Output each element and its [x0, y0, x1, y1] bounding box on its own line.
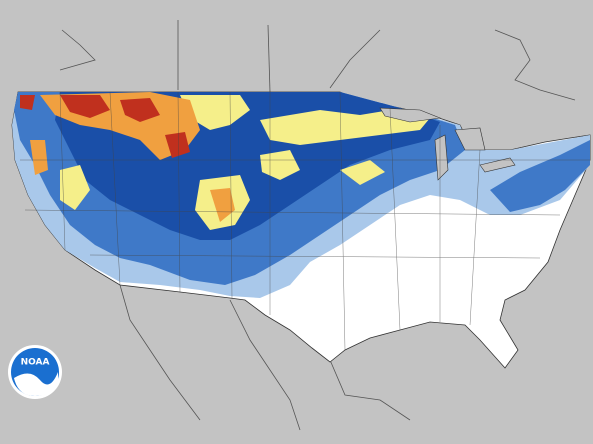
noaa-logo: NOAA — [8, 345, 62, 399]
neighbor-borders — [59, 20, 576, 431]
logo-text: NOAA — [21, 358, 50, 368]
great-lakes — [379, 107, 516, 181]
logo-bird — [14, 372, 58, 396]
state-lines — [20, 91, 590, 351]
snow-red — [20, 95, 190, 158]
snow-medium-east — [490, 140, 590, 212]
